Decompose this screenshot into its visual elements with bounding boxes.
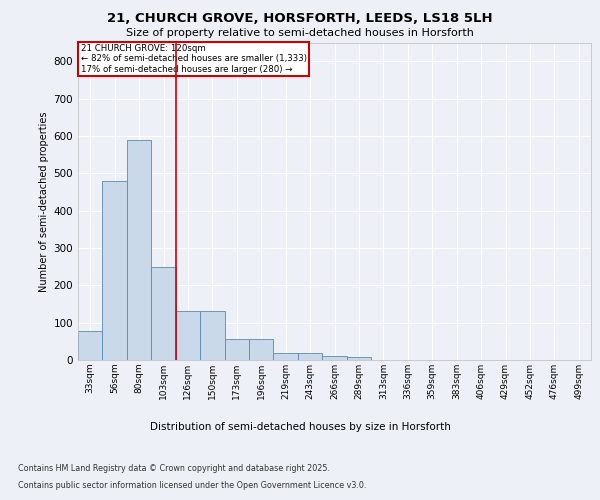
Y-axis label: Number of semi-detached properties: Number of semi-detached properties [40, 111, 49, 292]
Text: 21 CHURCH GROVE: 120sqm
← 82% of semi-detached houses are smaller (1,333)
17% of: 21 CHURCH GROVE: 120sqm ← 82% of semi-de… [80, 44, 307, 74]
Bar [151, 266, 176, 360]
Bar [127, 140, 151, 360]
Bar [298, 354, 322, 360]
Bar [200, 312, 224, 360]
Bar [347, 357, 371, 360]
Text: 21, CHURCH GROVE, HORSFORTH, LEEDS, LS18 5LH: 21, CHURCH GROVE, HORSFORTH, LEEDS, LS18… [107, 12, 493, 26]
Text: Contains HM Land Registry data © Crown copyright and database right 2025.: Contains HM Land Registry data © Crown c… [18, 464, 330, 473]
Bar [322, 356, 347, 360]
Bar [103, 180, 127, 360]
Bar [224, 340, 249, 360]
Text: Distribution of semi-detached houses by size in Horsforth: Distribution of semi-detached houses by … [149, 422, 451, 432]
Bar [274, 352, 298, 360]
Text: Size of property relative to semi-detached houses in Horsforth: Size of property relative to semi-detach… [126, 28, 474, 38]
Bar [176, 312, 200, 360]
Bar [249, 340, 274, 360]
Bar [78, 331, 103, 360]
Text: Contains public sector information licensed under the Open Government Licence v3: Contains public sector information licen… [18, 481, 367, 490]
